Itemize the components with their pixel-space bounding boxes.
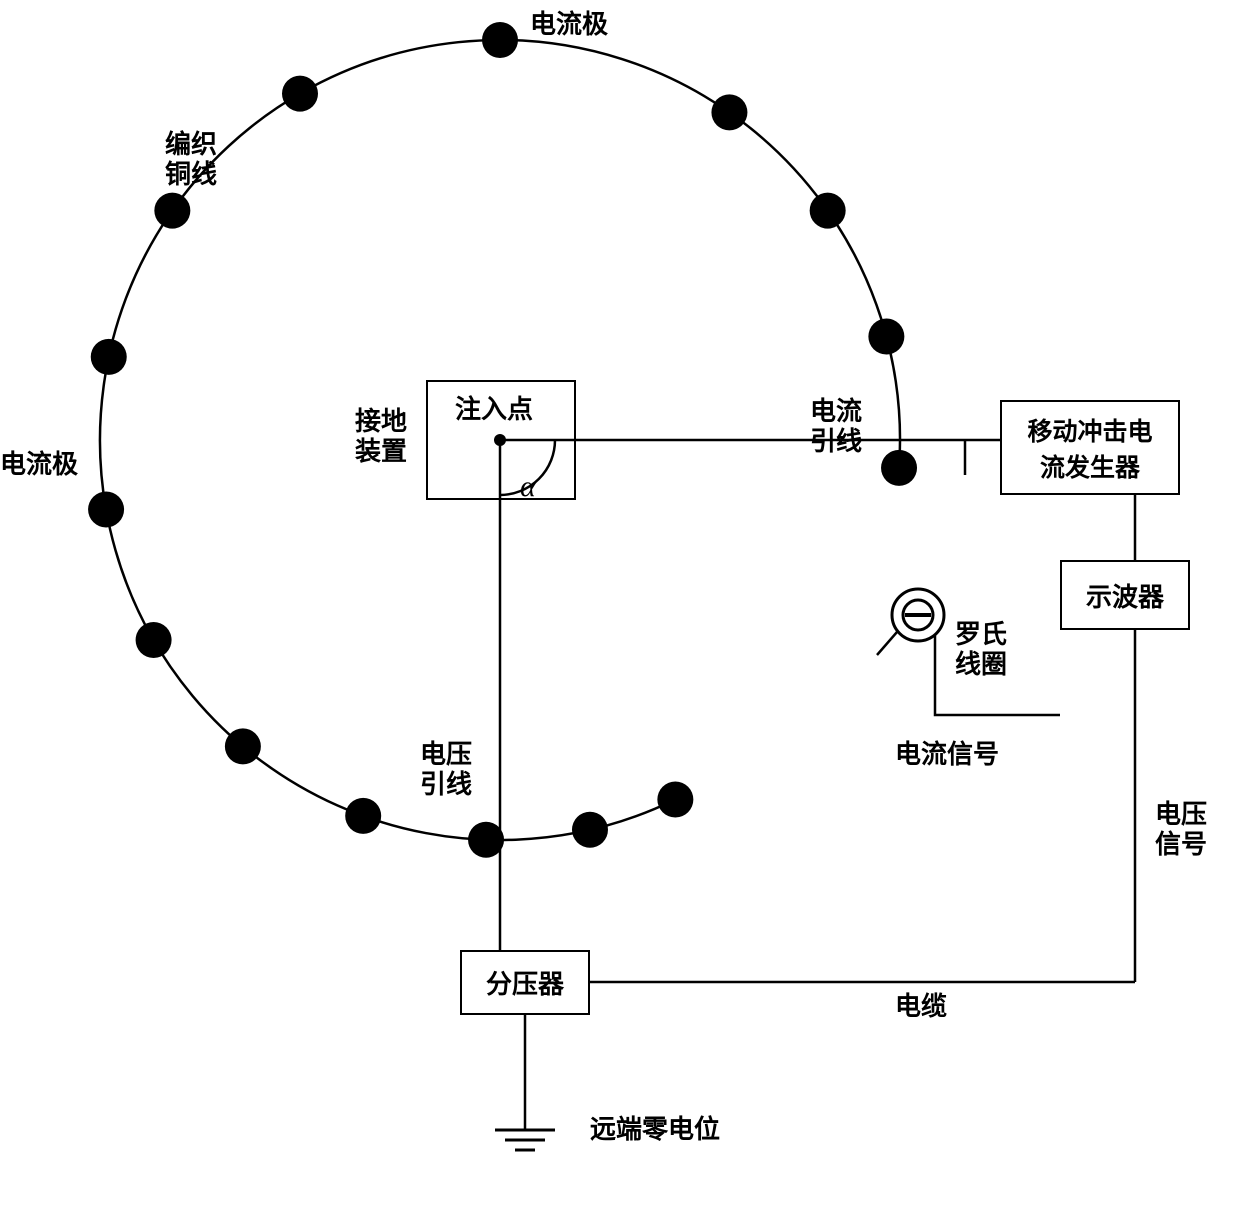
- current-pole-left-label: 电流极: [0, 450, 78, 480]
- divider-box: 分压器: [460, 950, 590, 1015]
- braided-copper-label: 编织 铜线: [165, 130, 217, 190]
- voltage-signal-label: 电压 信号: [1155, 800, 1207, 860]
- divider-label: 分压器: [486, 964, 564, 1001]
- current-pole-top-label: 电流极: [530, 10, 608, 40]
- generator-box: 移动冲击电 流发生器: [1000, 400, 1180, 495]
- oscilloscope-label: 示波器: [1086, 577, 1164, 614]
- generator-label: 移动冲击电 流发生器: [1027, 412, 1152, 484]
- voltage-lead-label: 电压 引线: [420, 740, 472, 800]
- rogowski-label: 罗氏 线圈: [955, 620, 1007, 680]
- current-signal-label: 电流信号: [895, 740, 999, 770]
- current-lead-label: 电流 引线: [810, 397, 862, 457]
- remote-zero-label: 远端零电位: [590, 1115, 720, 1145]
- alpha-label: α: [520, 470, 536, 505]
- oscilloscope-box: 示波器: [1060, 560, 1190, 630]
- injection-point-label: 注入点: [455, 395, 533, 425]
- cable-label: 电缆: [895, 992, 947, 1022]
- ground-device-label: 接地 装置: [355, 407, 407, 467]
